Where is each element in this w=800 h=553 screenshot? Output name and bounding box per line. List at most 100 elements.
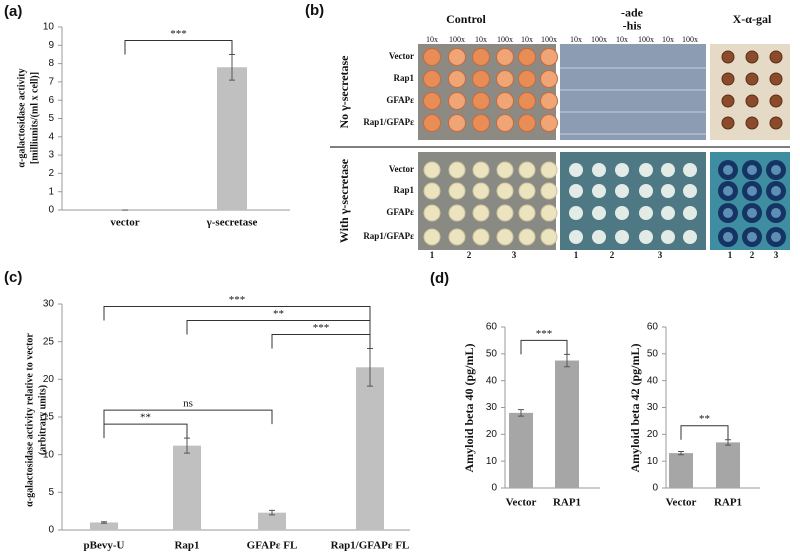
- colony-spot: [661, 184, 675, 198]
- group-label: With γ-secretase: [337, 158, 351, 243]
- y-tick-label: 40: [647, 375, 659, 386]
- y-tick-label: 4: [48, 131, 54, 142]
- x-tick-label: vector: [110, 217, 139, 229]
- colony-spot: [747, 186, 757, 196]
- plate: [560, 152, 706, 250]
- y-tick-label: 50: [486, 348, 498, 359]
- colony-spot: [661, 206, 675, 220]
- y-axis-label: Amyloid beta 42 (pg/mL): [628, 343, 642, 472]
- y-tick-label: 15: [43, 412, 55, 423]
- colony-spot: [723, 165, 733, 175]
- bar: [217, 67, 247, 210]
- colony-spot: [496, 161, 514, 179]
- colony-spot: [496, 70, 514, 88]
- colony-spot: [569, 230, 583, 244]
- dilution-label: 10x: [521, 35, 533, 44]
- row-label: Vector: [389, 51, 414, 61]
- y-tick-label: 7: [48, 77, 54, 88]
- row-label: GFAPε: [386, 95, 414, 105]
- colony-spot: [592, 230, 606, 244]
- colony-spot: [745, 50, 759, 64]
- y-tick-label: 20: [486, 429, 498, 440]
- colony-spot: [518, 114, 536, 132]
- colony-spot: [496, 182, 514, 200]
- y-axis-label: [milliunits/(ml x cell)]: [29, 72, 40, 164]
- y-tick-label: 60: [647, 322, 659, 333]
- x-tick-label: GFAPε FL: [247, 540, 298, 552]
- colony-spot: [747, 165, 757, 175]
- y-tick-label: 60: [486, 322, 498, 333]
- colony-spot: [540, 70, 558, 88]
- colony-spot: [540, 114, 558, 132]
- bar: [555, 360, 579, 488]
- colony-spot: [423, 204, 441, 222]
- colony-spot: [518, 161, 536, 179]
- strain-number: 1: [430, 250, 435, 260]
- colony-spot: [769, 116, 783, 130]
- y-axis-label: Amyloid beta 40 (pg/mL): [462, 343, 476, 472]
- y-tick-label: 5: [48, 487, 54, 498]
- bar: [669, 453, 693, 488]
- colony-spot: [639, 163, 653, 177]
- colony-spot: [496, 228, 514, 246]
- colony-spot: [615, 163, 629, 177]
- colony-spot: [423, 161, 441, 179]
- y-tick-label: 2: [48, 168, 54, 179]
- colony-spot: [518, 48, 536, 66]
- significance-label: **: [699, 413, 710, 425]
- colony-spot: [615, 230, 629, 244]
- significance-label: ***: [170, 28, 187, 40]
- colony-spot: [496, 114, 514, 132]
- row-label: Rap1/GFAPε: [363, 117, 414, 127]
- y-tick-label: 0: [491, 483, 497, 494]
- colony-spot: [518, 204, 536, 222]
- significance-label: **: [273, 308, 284, 320]
- row-label: Rap1: [393, 185, 414, 195]
- panel-label: (a): [4, 3, 22, 20]
- x-tick-label: Vector: [506, 497, 537, 509]
- colony-spot: [448, 228, 466, 246]
- row-label: Vector: [389, 164, 414, 174]
- x-tick-label: Rap1: [174, 540, 199, 552]
- dilution-label: 10x: [662, 35, 674, 44]
- y-axis-label: (arbitrary units): [37, 385, 48, 455]
- colony-spot: [472, 228, 490, 246]
- colony-spot: [540, 92, 558, 110]
- row-label: Rap1/GFAPε: [363, 231, 414, 241]
- colony-spot: [472, 182, 490, 200]
- colony-spot: [661, 163, 675, 177]
- y-tick-label: 30: [486, 402, 498, 413]
- colony-spot: [683, 163, 697, 177]
- x-tick-label: pBevy-U: [84, 540, 125, 552]
- dilution-label: 100x: [497, 35, 513, 44]
- column-title: -his: [623, 18, 642, 32]
- colony-spot: [448, 92, 466, 110]
- y-tick-label: 20: [647, 429, 659, 440]
- significance-bracket: [271, 333, 371, 349]
- strain-number: 1: [728, 250, 733, 260]
- colony-spot: [448, 48, 466, 66]
- error-bar: [101, 521, 107, 524]
- significance-bracket: [103, 409, 273, 425]
- colony-spot: [592, 184, 606, 198]
- y-tick-label: 40: [486, 375, 498, 386]
- y-tick-label: 10: [43, 22, 55, 33]
- colony-spot: [448, 182, 466, 200]
- colony-spot: [615, 184, 629, 198]
- colony-spot: [569, 206, 583, 220]
- x-tick-label: Rap1/GFAPε FL: [331, 540, 410, 552]
- y-tick-label: 0: [48, 525, 54, 536]
- strain-number: 2: [750, 250, 755, 260]
- y-tick-label: 10: [647, 456, 659, 467]
- colony-spot: [683, 230, 697, 244]
- y-tick-label: 3: [48, 150, 54, 161]
- y-axis-label: α-galactosidase activity: [16, 68, 27, 167]
- colony-spot: [615, 206, 629, 220]
- colony-spot: [639, 206, 653, 220]
- colony-spot: [496, 204, 514, 222]
- colony-spot: [721, 72, 735, 86]
- error-bar: [678, 451, 684, 456]
- y-tick-label: 50: [647, 348, 659, 359]
- colony-spot: [496, 48, 514, 66]
